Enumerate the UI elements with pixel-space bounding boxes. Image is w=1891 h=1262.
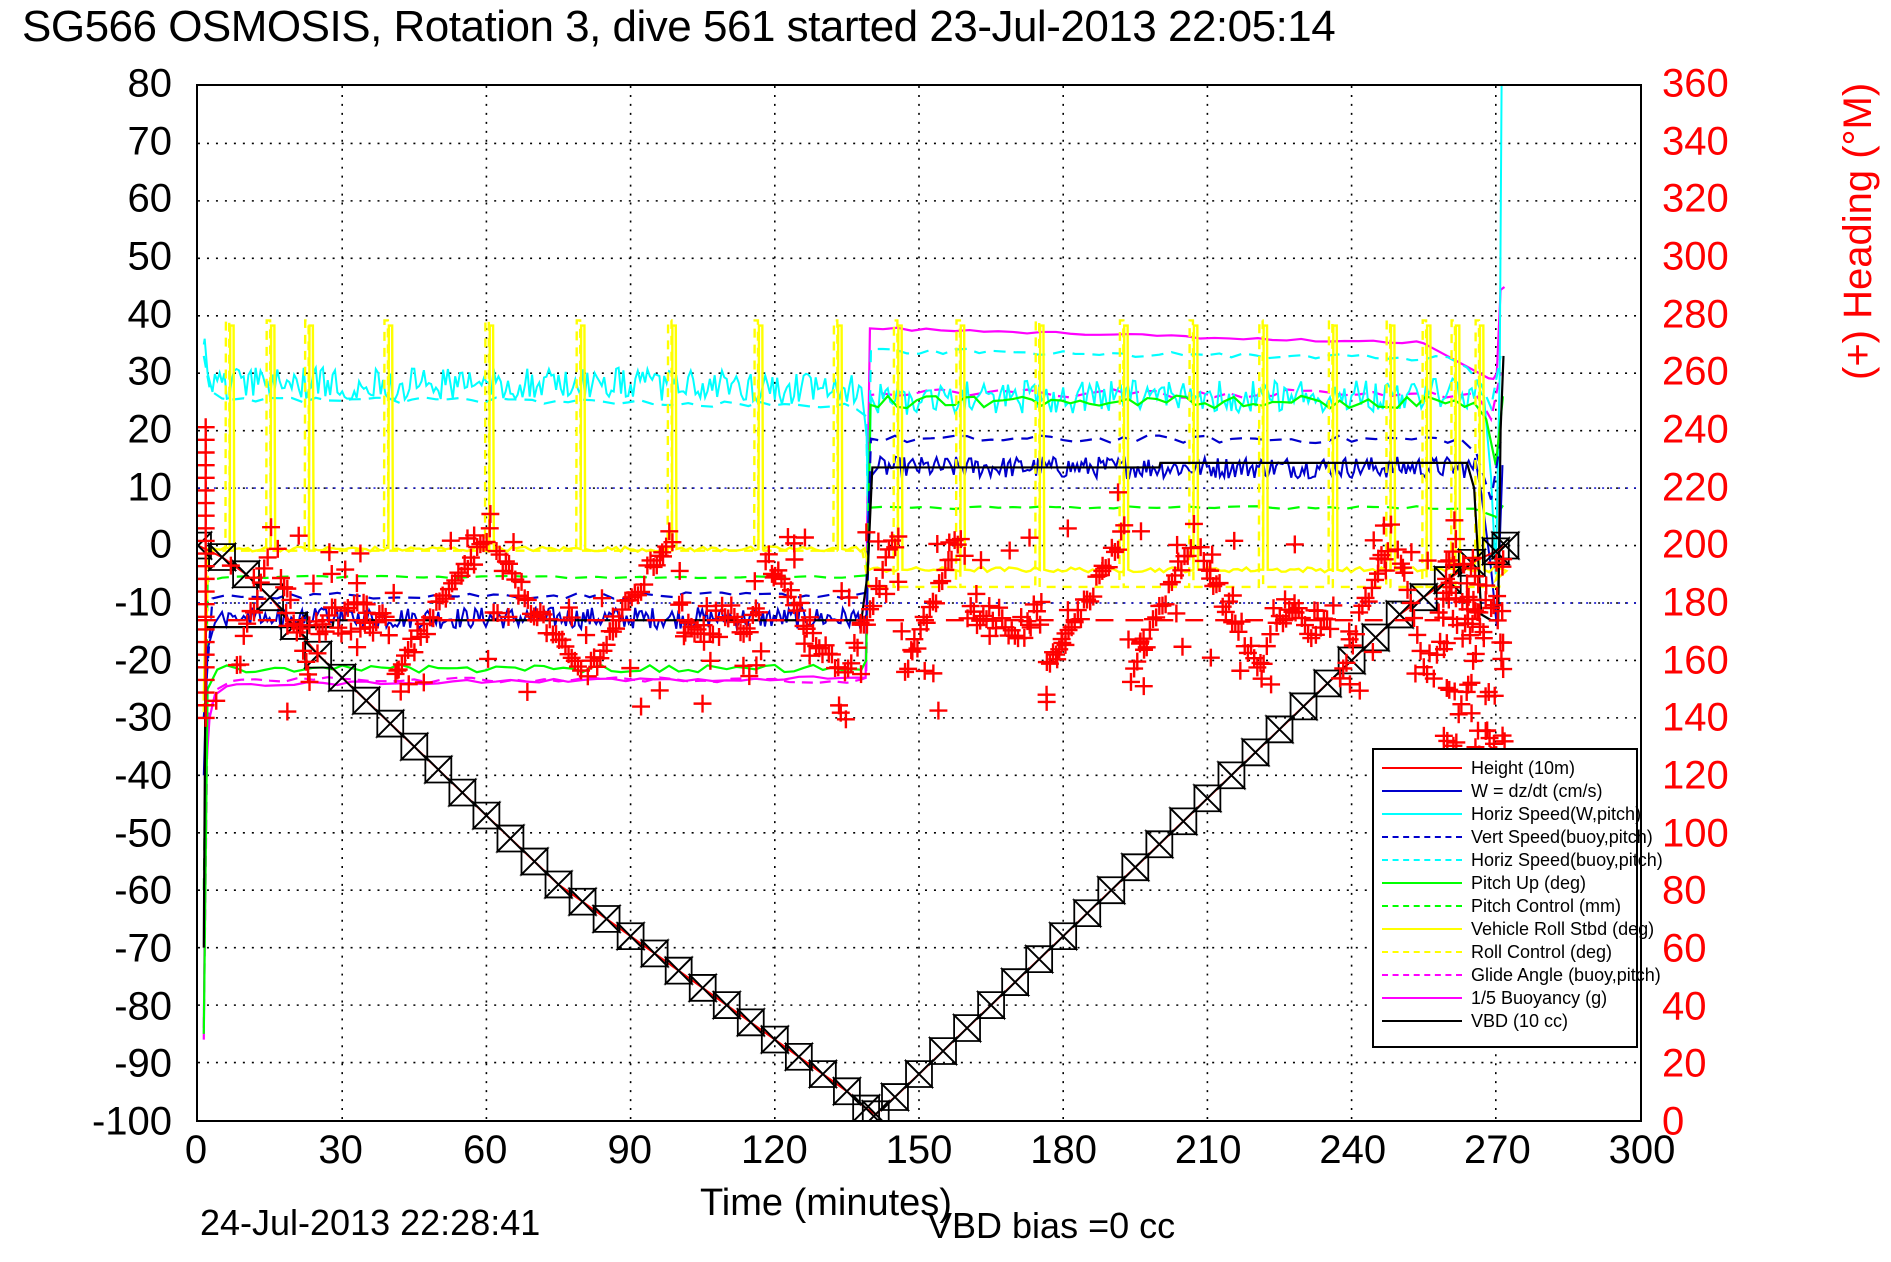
left-tick-50: 50 [127, 234, 173, 279]
legend-label: Pitch Control (mm) [1471, 895, 1622, 916]
left-tick-0: 0 [149, 522, 172, 567]
x-tick-300: 300 [1608, 1128, 1676, 1172]
legend-swatch-line [1382, 812, 1462, 815]
left-tick--40: -40 [114, 753, 172, 798]
legend-item[interactable]: Horiz Speed(buoy,pitch) [1374, 848, 1663, 871]
left-tick--80: -80 [114, 984, 172, 1029]
right-tick-180: 180 [1662, 580, 1729, 625]
left-tick--90: -90 [114, 1041, 172, 1086]
legend-swatch-line [1382, 996, 1462, 999]
legend-swatch-line [1382, 950, 1462, 953]
left-tick--30: -30 [114, 695, 172, 740]
right-tick-200: 200 [1662, 522, 1729, 567]
legend-label: Horiz Speed(buoy,pitch) [1471, 849, 1663, 870]
legend-item[interactable]: Pitch Control (mm) [1374, 894, 1636, 917]
legend-label: Vehicle Roll Stbd (deg) [1471, 918, 1655, 939]
x-tick-90: 90 [607, 1128, 653, 1172]
x-tick-180: 180 [1030, 1128, 1097, 1172]
x-tick-30: 30 [318, 1128, 363, 1172]
right-tick-340: 340 [1662, 119, 1729, 164]
legend-swatch-line [1382, 789, 1462, 792]
left-tick-10: 10 [127, 465, 173, 510]
right-tick-40: 40 [1662, 984, 1707, 1029]
plot-canvas [198, 86, 1640, 1120]
legend-label: Pitch Up (deg) [1471, 872, 1587, 893]
x-tick-210: 210 [1174, 1128, 1242, 1172]
x-tick-120: 120 [741, 1128, 808, 1172]
left-tick--50: -50 [114, 811, 172, 856]
legend-label: Glide Angle (buoy,pitch) [1471, 964, 1661, 985]
x-tick-240: 240 [1319, 1128, 1387, 1172]
legend-item[interactable]: Horiz Speed(W,pitch) [1374, 802, 1641, 825]
vbd-bias-annotation: VBD bias =0 cc [928, 1205, 1176, 1246]
left-tick-40: 40 [127, 292, 173, 337]
right-tick-320: 320 [1662, 176, 1729, 221]
left-tick--100: -100 [91, 1099, 172, 1144]
left-tick-30: 30 [127, 349, 173, 394]
right-tick-60: 60 [1662, 926, 1707, 971]
legend-item[interactable]: Roll Control (deg) [1374, 940, 1636, 963]
legend-swatch-line [1382, 904, 1462, 907]
left-tick--20: -20 [114, 638, 172, 683]
x-tick-150: 150 [885, 1128, 953, 1172]
right-tick-100: 100 [1662, 811, 1729, 856]
legend-label: VBD (10 cc) [1471, 1010, 1569, 1031]
legend-item[interactable]: 1/5 Buoyancy (g) [1374, 986, 1636, 1009]
legend-label: W = dz/dt (cm/s) [1471, 780, 1603, 801]
left-tick-80: 80 [127, 61, 173, 106]
legend-swatch-line [1382, 858, 1462, 861]
left-tick-60: 60 [127, 176, 173, 221]
right-tick-140: 140 [1662, 695, 1729, 740]
right-tick-160: 160 [1662, 638, 1729, 683]
right-tick-280: 280 [1662, 292, 1729, 337]
legend-item[interactable]: Vehicle Roll Stbd (deg) [1374, 917, 1654, 940]
right-tick-120: 120 [1662, 753, 1729, 798]
left-tick-70: 70 [127, 119, 173, 164]
left-tick--70: -70 [114, 926, 172, 971]
legend-item[interactable]: VBD (10 cc) [1374, 1009, 1636, 1032]
left-axis-ticks: 80 70 60 50 40 30 20 10 0 -10 -20 -30 -40 -50 -60 -70 -8… [0, 62, 186, 1144]
right-tick-20: 20 [1662, 1041, 1707, 1086]
right-tick-260: 260 [1662, 349, 1729, 394]
legend: Height (10m) W = dz/dt (cm/s) Horiz Speed(… [1372, 748, 1663, 1048]
right-tick-360: 360 [1662, 61, 1729, 106]
legend-swatch-line [1382, 973, 1462, 976]
right-axis-ticks: 360 340 320 300 280 260 240 220 200 180 160 140 120 1… [1648, 62, 1788, 1144]
legend-item[interactable]: W = dz/dt (cm/s) [1374, 779, 1636, 802]
date-stamp: 24-Jul-2013 22:28:41 [200, 1202, 541, 1243]
x-tick-60: 60 [462, 1128, 508, 1172]
legend-swatch-line [1382, 835, 1462, 838]
x-tick-0: 0 [184, 1128, 208, 1172]
legend-swatch-line [1382, 881, 1462, 884]
left-tick--60: -60 [114, 868, 172, 913]
legend-item[interactable]: Glide Angle (buoy,pitch) [1374, 963, 1661, 986]
right-tick-300: 300 [1662, 234, 1729, 279]
x-tick-270: 270 [1464, 1128, 1531, 1172]
right-axis-label: (+) Heading (°M) [1836, 82, 1880, 380]
legend-item[interactable]: Vert Speed(buoy,pitch) [1374, 825, 1653, 848]
legend-label: 1/5 Buoyancy (g) [1471, 987, 1608, 1008]
legend-item[interactable]: Height (10m) [1374, 756, 1636, 779]
legend-swatch-line [1382, 927, 1462, 930]
right-tick-0: 0 [1662, 1099, 1685, 1144]
legend-item[interactable]: Pitch Up (deg) [1374, 871, 1636, 894]
legend-label: Vert Speed(buoy,pitch) [1471, 826, 1653, 847]
legend-swatch-line [1382, 1019, 1462, 1022]
legend-swatch-line [1382, 766, 1462, 769]
right-tick-80: 80 [1662, 868, 1707, 913]
page-title: SG566 OSMOSIS, Rotation 3, dive 561 star… [22, 2, 1336, 51]
legend-label: Height (10m) [1471, 757, 1576, 778]
legend-label: Horiz Speed(W,pitch) [1471, 803, 1642, 824]
right-tick-220: 220 [1662, 465, 1729, 510]
left-tick-20: 20 [127, 407, 173, 452]
x-axis-label: Time (minutes) [700, 1182, 952, 1224]
right-tick-240: 240 [1662, 407, 1729, 452]
x-axis-ticks: 0 30 60 90 120 150 180 210 240 270 300 [185, 1128, 1676, 1188]
legend-label: Roll Control (deg) [1471, 941, 1613, 962]
left-tick--10: -10 [114, 580, 172, 625]
